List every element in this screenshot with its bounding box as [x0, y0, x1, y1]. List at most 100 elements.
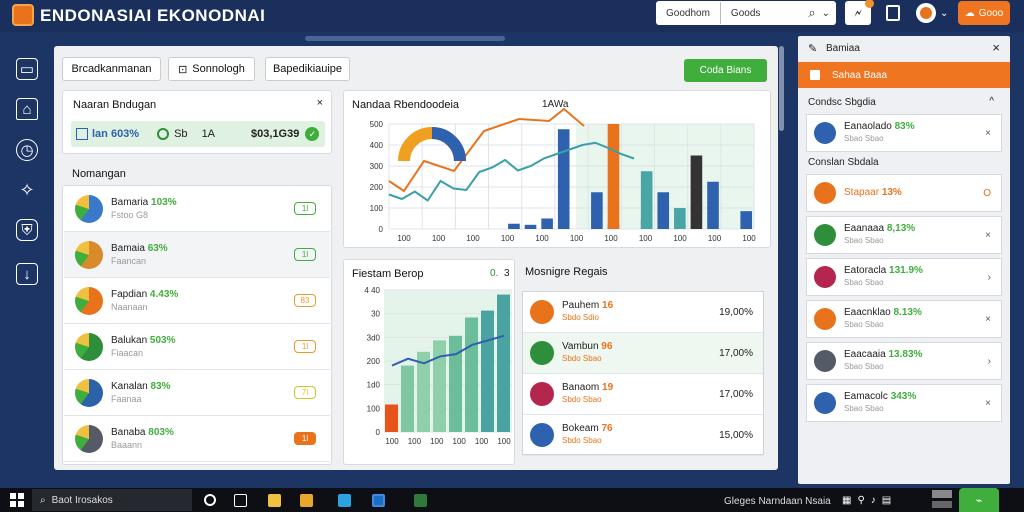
puzzle-icon[interactable]: ✧	[19, 179, 35, 200]
shield-icon[interactable]: ⛨	[16, 219, 38, 241]
item-pct: 343%	[890, 391, 917, 402]
item-icon	[814, 122, 836, 144]
home-icon[interactable]: ⌂	[16, 98, 38, 120]
app-logo-icon	[12, 4, 34, 26]
close-icon[interactable]: ×	[992, 40, 1000, 55]
search-box[interactable]: Goodhom Goods ⌕ ⌄	[656, 1, 836, 25]
legend-row[interactable]: Pauhem 16 Sbdo Sdio 19,00%	[523, 292, 763, 333]
copy-icon[interactable]	[886, 5, 900, 21]
cloud-icon: ☁	[964, 7, 975, 19]
item-action-icon[interactable]: ›	[987, 271, 991, 283]
chevron-down-icon[interactable]: ⌄	[940, 8, 949, 19]
summary-label: lan 603%	[92, 128, 140, 140]
chevron-down-icon[interactable]: ⌄	[821, 7, 830, 19]
right-panel-item[interactable]: Stapaar 13% O	[806, 174, 1002, 212]
bar-line-chart-2: 0 100 1d0 200 3d0 30 4 40 100 100 100 100 100 100	[364, 286, 512, 446]
monitor-icon[interactable]: ▭	[16, 58, 38, 80]
horizontal-scrollbar[interactable]	[305, 36, 505, 41]
right-panel-item[interactable]: Eaanaaa 8,13% Sbao Sbao ×	[806, 216, 1002, 254]
category-icon	[75, 424, 103, 453]
right-panel-item[interactable]: Eaacnklao 8.13% Sbao Sbao ×	[806, 300, 1002, 338]
item-action-icon[interactable]: ×	[985, 127, 991, 139]
right-panel-item[interactable]: Eanaolado 83% Sbao Sbao ×	[806, 114, 1002, 152]
item-name: Eatoracla	[844, 265, 887, 276]
bar	[385, 404, 398, 432]
item-badge[interactable]: 7l	[294, 386, 316, 399]
active-item[interactable]: Sahaa Baaa	[798, 62, 1010, 88]
window-icon[interactable]	[234, 494, 247, 507]
files-icon[interactable]	[300, 494, 313, 507]
terminal-icon[interactable]	[414, 494, 427, 507]
legend-row[interactable]: Bokeam 76 Sbdo Sbao 15,00%	[523, 415, 763, 456]
search-icon[interactable]: ⌕	[808, 5, 816, 20]
task-view-icon[interactable]	[204, 494, 216, 506]
legend-row[interactable]: Vambun 96 Sbdo Sbao 17,00%	[523, 333, 763, 374]
close-icon[interactable]: ×	[316, 97, 323, 109]
legend-row[interactable]: Banaom 19 Sbdo Sbao 17,00%	[523, 374, 763, 415]
item-pct: 8,13%	[886, 223, 916, 234]
history-icon[interactable]: ◷	[16, 139, 38, 161]
x-tick-label: 100	[475, 437, 489, 446]
item-action-icon[interactable]: O	[983, 187, 991, 199]
item-badge[interactable]: 1l	[294, 340, 316, 353]
item-name: Eaacaaia	[844, 349, 886, 360]
x-tick-label: 100	[742, 234, 756, 243]
y-tick-label: 3d0	[367, 333, 381, 342]
right-panel-item[interactable]: Eatoracla 131.9% Sbao Sbao ›	[806, 258, 1002, 296]
item-sub: Fiaacan	[111, 347, 144, 358]
item-action-icon[interactable]: ×	[985, 397, 991, 409]
folder-icon[interactable]	[268, 494, 281, 507]
bar-line-chart: 0 100 200 300 400 500 100 100 100 100 100 100 100 100…	[370, 107, 756, 243]
bar	[740, 211, 752, 229]
item-badge[interactable]: 1l	[294, 432, 316, 445]
list-item[interactable]: Fapdian 4.43% Naanaan 83	[64, 278, 330, 324]
item-name: Stapaar	[844, 187, 880, 198]
share-button[interactable]: ☁ Gooo	[958, 1, 1010, 25]
tray-icons[interactable]: ▦⚲♪▤	[842, 495, 898, 506]
chevron-up-icon[interactable]: ^	[989, 96, 994, 107]
tab-3[interactable]: Bapedikiauipe	[265, 57, 350, 81]
category-icon	[75, 194, 103, 223]
list-item[interactable]: Bamaia 63% Faancan 1l	[64, 232, 330, 278]
list-item[interactable]: Kanalan 83% Faanaa 7l	[64, 370, 330, 416]
bar	[481, 310, 494, 432]
trend-line-2	[388, 107, 585, 193]
item-action-icon[interactable]: ×	[985, 229, 991, 241]
list-item[interactable]: Balukan 503% Fiaacan 1l	[64, 324, 330, 370]
item-badge[interactable]: 1l	[294, 202, 316, 215]
doc-icon	[810, 70, 820, 80]
item-badge[interactable]: 83	[294, 294, 316, 307]
list-item[interactable]: Bamaria 103% Fstoo G8 1l	[64, 186, 330, 232]
item-action-icon[interactable]: ×	[985, 313, 991, 325]
notification-center-button[interactable]: ⌁	[959, 488, 999, 512]
store-icon[interactable]	[338, 494, 351, 507]
primary-action-button[interactable]: Coda Bians	[684, 59, 767, 82]
chart2-badge-1: 0.	[490, 268, 499, 279]
tab-2[interactable]: ⊡ Sonnologh	[168, 57, 255, 81]
avatar[interactable]	[916, 3, 936, 23]
notifications-button[interactable]: 🗲	[845, 0, 874, 25]
item-badge[interactable]: 1l	[294, 248, 316, 261]
search-input[interactable]: Goods	[730, 7, 761, 19]
list-item[interactable]: Banaba 803% Baaann 1l	[64, 416, 330, 462]
start-icon[interactable]	[10, 493, 24, 507]
tab-1[interactable]: Brcadkanmanan	[62, 57, 161, 81]
x-tick-label: 100	[430, 437, 444, 446]
edit-icon[interactable]: ✎	[808, 43, 818, 55]
item-action-icon[interactable]: ›	[987, 355, 991, 367]
right-panel-item[interactable]: Eaacaaia 13.83% Sbao Sbao ›	[806, 342, 1002, 380]
right-panel-item[interactable]: Eamacolc 343% Sbao Sbao ×	[806, 384, 1002, 422]
clock	[932, 490, 952, 498]
taskbar-search[interactable]: ⌕ Baot Irosakos	[32, 489, 192, 511]
legend-pct: 96	[601, 341, 613, 352]
trend-line	[391, 334, 505, 367]
item-name: Eanaolado	[844, 121, 892, 132]
vertical-scrollbar[interactable]	[779, 46, 784, 131]
x-tick-label: 100	[397, 234, 411, 243]
download-icon[interactable]: ↓	[16, 263, 38, 285]
search-scope[interactable]: Goodhom	[666, 7, 710, 19]
app-icon[interactable]	[372, 494, 385, 507]
right-panel-title: Bamiaa	[826, 43, 860, 54]
item-sub: Sbao Sbao	[844, 362, 884, 371]
bar	[674, 208, 686, 229]
